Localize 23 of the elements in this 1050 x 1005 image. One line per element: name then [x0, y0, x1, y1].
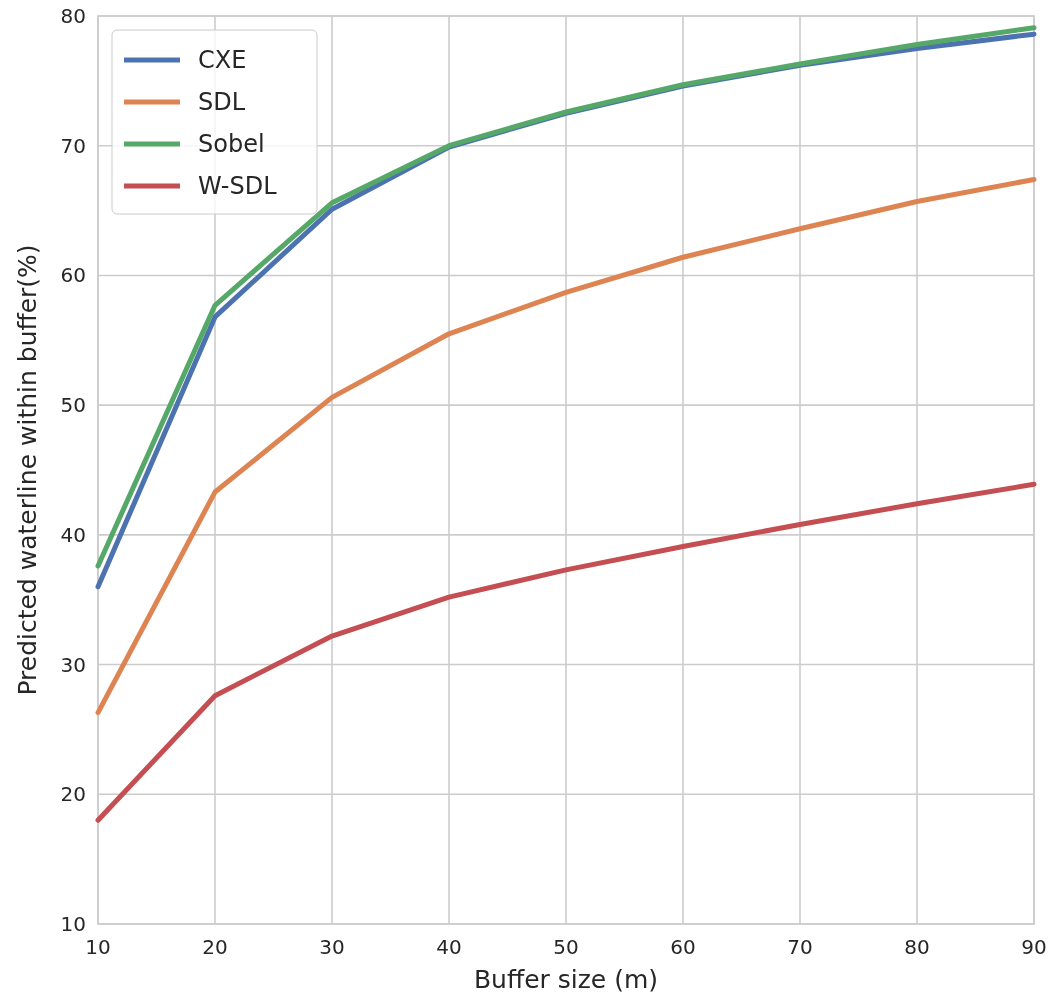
legend-label: Sobel: [198, 130, 265, 159]
legend-label: CXE: [198, 46, 247, 75]
x-tick-label: 20: [202, 935, 228, 959]
x-tick-label: 80: [904, 935, 930, 959]
x-axis-title: Buffer size (m): [473, 965, 659, 994]
y-tick-label: 40: [60, 522, 86, 547]
x-tick-label: 30: [319, 935, 345, 959]
x-tick-label: 40: [436, 935, 462, 959]
y-tick-label: 80: [60, 4, 86, 28]
y-tick-label: 10: [60, 912, 86, 936]
y-tick-label: 50: [60, 393, 86, 418]
legend-label: SDL: [198, 88, 246, 117]
x-tick-label: 60: [670, 935, 696, 959]
x-tick-label: 90: [1021, 935, 1047, 959]
y-tick-label: 20: [60, 782, 86, 807]
y-tick-label: 60: [60, 263, 86, 288]
y-axis-title: Predicted waterline within buffer(%): [13, 244, 42, 696]
x-tick-label: 70: [787, 935, 813, 959]
legend-label: W-SDL: [198, 172, 278, 201]
x-tick-label: 50: [553, 935, 579, 959]
y-tick-label: 30: [60, 652, 86, 677]
y-tick-label: 70: [60, 133, 86, 158]
x-tick-label: 10: [85, 935, 111, 959]
